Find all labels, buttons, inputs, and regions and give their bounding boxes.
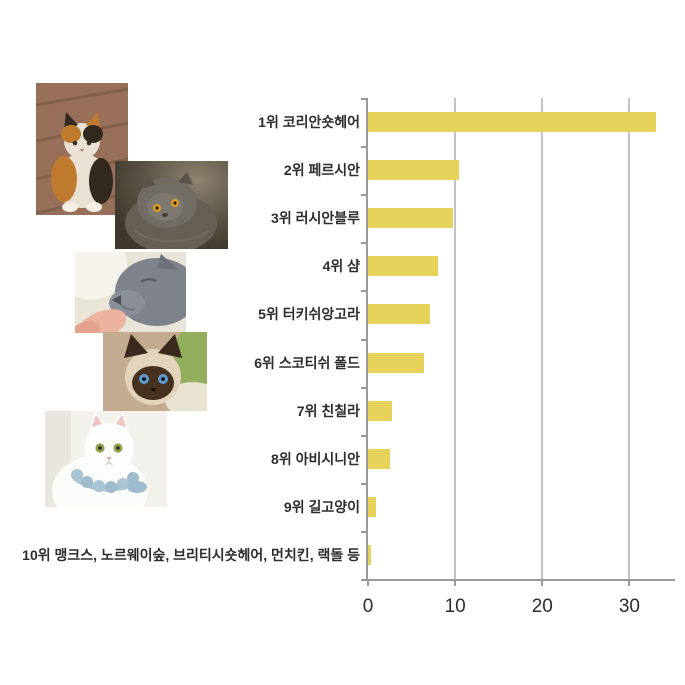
category-label-rank-1: 1위 코리안숏헤어 — [258, 114, 360, 131]
x-axis-tick-label-30: 30 — [618, 596, 640, 617]
category-label-rank-5: 5위 터키쉬앙고라 — [258, 306, 360, 323]
bar-rank-1 — [368, 112, 656, 133]
category-label-rank-2: 2위 페르시안 — [283, 162, 360, 179]
russian-blue-cat-illustration — [75, 252, 186, 333]
y-axis — [366, 98, 368, 581]
category-label-rank-7: 7위 친칠라 — [296, 402, 360, 419]
category-label-rank-10: 10위 맹크스, 노르웨이숲, 브리티시숏헤어, 먼치킨, 랙돌 등 — [22, 546, 360, 563]
gridline-10 — [454, 98, 457, 579]
x-axis-tick-10 — [454, 581, 457, 586]
bar-rank-2 — [368, 160, 459, 181]
persian-cat-illustration — [115, 161, 228, 249]
category-label-rank-3: 3위 러시안블루 — [271, 210, 360, 227]
y-axis-tick-1 — [361, 146, 366, 149]
bar-rank-8 — [368, 448, 390, 469]
white-cat-illustration — [45, 411, 167, 507]
x-axis-tick-label-0: 0 — [362, 596, 374, 617]
cat-photo-persian — [115, 161, 228, 249]
y-axis-tick-7 — [361, 434, 366, 437]
bar-rank-6 — [368, 352, 424, 373]
x-axis-tick-0 — [367, 581, 369, 586]
category-label-rank-6: 6위 스코티쉬 폴드 — [254, 354, 360, 371]
category-label-rank-9: 9위 길고양이 — [283, 498, 360, 515]
y-axis-tick-0 — [361, 98, 366, 100]
x-axis-tick-30 — [628, 581, 631, 586]
bar-rank-5 — [368, 304, 430, 325]
y-axis-tick-8 — [361, 482, 366, 485]
gridline-30 — [628, 98, 631, 579]
calico-cat-illustration — [36, 83, 128, 215]
y-axis-tick-9 — [361, 530, 366, 533]
cat-photo-white-cat — [45, 411, 167, 507]
y-axis-tick-3 — [361, 242, 366, 245]
x-axis-tick-20 — [541, 581, 544, 586]
x-axis — [366, 579, 675, 581]
bar-rank-9 — [368, 496, 376, 517]
category-label-rank-4: 4위 샴 — [322, 258, 360, 275]
y-axis-tick-2 — [361, 194, 366, 197]
category-label-rank-8: 8위 아비시니안 — [271, 450, 360, 467]
siamese-cat-illustration — [103, 332, 207, 411]
bar-rank-7 — [368, 400, 392, 421]
bar-rank-10 — [368, 544, 372, 565]
bar-rank-4 — [368, 256, 438, 277]
y-axis-tick-5 — [361, 338, 366, 341]
x-axis-tick-label-20: 20 — [531, 596, 553, 617]
y-axis-tick-6 — [361, 386, 366, 389]
cat-photo-russian-blue — [75, 252, 186, 333]
cat-photo-calico-korean-shorthair — [36, 83, 128, 215]
bar-rank-3 — [368, 208, 453, 229]
y-axis-tick-10 — [361, 579, 366, 581]
gridline-20 — [541, 98, 544, 579]
y-axis-tick-4 — [361, 290, 366, 293]
x-axis-tick-label-10: 10 — [444, 596, 466, 617]
cat-photo-siamese — [103, 332, 207, 411]
